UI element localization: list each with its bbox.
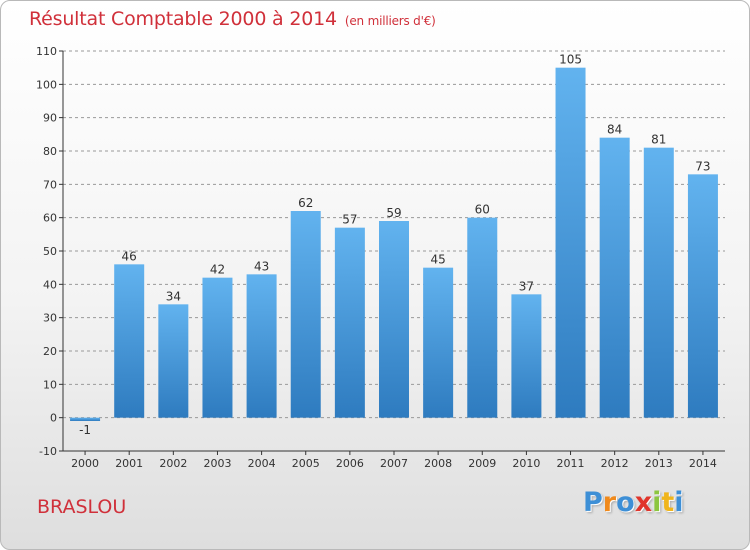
logo-letter: i (652, 487, 662, 518)
x-tick-label: 2007 (380, 457, 408, 470)
x-tick-label: 2001 (115, 457, 143, 470)
data-label: 34 (166, 289, 181, 303)
proxiti-logo: Proxiti (583, 487, 684, 518)
logo-letter: t (661, 487, 675, 518)
logo-letter: r (602, 487, 617, 518)
chart-unit: (en milliers d'€) (344, 14, 436, 28)
bar (467, 217, 498, 418)
data-label: -1 (79, 423, 91, 437)
bar (202, 277, 233, 418)
x-tick-label: 2010 (512, 457, 540, 470)
logo-letter: i (674, 487, 684, 518)
y-tick-label: 110 (36, 45, 57, 58)
x-tick-label: 2004 (248, 457, 276, 470)
bar (599, 137, 630, 418)
bar (511, 294, 542, 418)
bar (423, 267, 454, 418)
bar (555, 67, 586, 418)
data-label: 60 (475, 203, 490, 217)
x-tick-label: 2014 (689, 457, 717, 470)
y-tick-label: 0 (50, 412, 57, 425)
x-tick-label: 2000 (71, 457, 99, 470)
x-tick-label: 2005 (292, 457, 320, 470)
x-tick-label: 2002 (159, 457, 187, 470)
chart-title: Résultat Comptable 2000 à 2014 (en millie… (29, 8, 436, 30)
y-tick-label: -10 (39, 445, 57, 458)
bar (70, 417, 101, 421)
data-label: 84 (607, 123, 622, 137)
y-tick-label: 40 (43, 278, 57, 291)
x-tick-label: 2008 (424, 457, 452, 470)
data-label: 46 (122, 249, 137, 263)
y-tick-label: 50 (43, 245, 57, 258)
bar (246, 274, 277, 418)
x-tick-label: 2011 (557, 457, 585, 470)
y-tick-label: 70 (43, 178, 57, 191)
logo-letter: x (634, 487, 653, 518)
logo-letter: P (583, 487, 603, 518)
y-tick-label: 100 (36, 78, 57, 91)
data-label: 57 (342, 213, 357, 227)
x-tick-label: 2003 (203, 457, 231, 470)
data-label: 62 (298, 196, 313, 210)
logo-letter: o (616, 487, 635, 518)
y-tick-label: 30 (43, 312, 57, 325)
x-tick-label: 2006 (336, 457, 364, 470)
bar (290, 211, 321, 418)
data-label: 81 (651, 133, 666, 147)
bar (114, 264, 145, 418)
bar (158, 304, 189, 418)
data-label: 73 (695, 159, 710, 173)
x-tick-label: 2013 (645, 457, 673, 470)
x-tick-label: 2009 (468, 457, 496, 470)
data-label: 37 (519, 279, 534, 293)
data-label: 59 (386, 206, 401, 220)
bar (643, 147, 674, 418)
y-tick-label: 90 (43, 112, 57, 125)
y-tick-label: 80 (43, 145, 57, 158)
y-tick-label: 10 (43, 378, 57, 391)
chart-title-text: Résultat Comptable 2000 à 2014 (29, 8, 337, 30)
y-tick-label: 20 (43, 345, 57, 358)
data-label: 43 (254, 259, 269, 273)
data-label: 45 (430, 253, 445, 267)
commune-name: BRASLOU (37, 496, 127, 518)
data-label: 42 (210, 263, 225, 277)
data-label: 105 (559, 53, 582, 67)
x-tick-label: 2012 (601, 457, 629, 470)
bar (687, 174, 718, 418)
bar (379, 221, 409, 418)
bar (334, 227, 365, 418)
y-tick-label: 60 (43, 212, 57, 225)
